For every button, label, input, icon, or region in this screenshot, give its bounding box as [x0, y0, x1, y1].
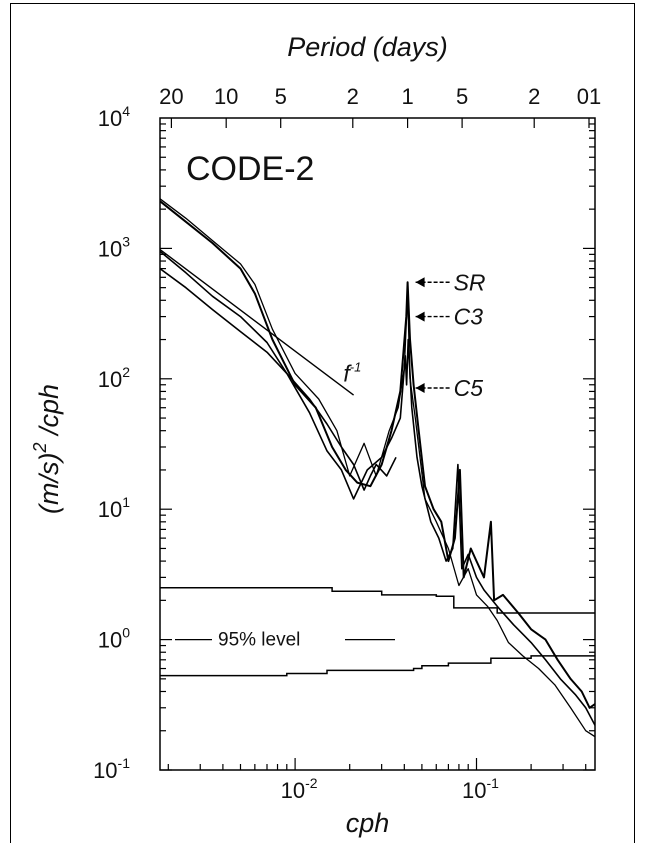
confidence-label: 95% level — [218, 630, 300, 651]
y-tick-label: 100 — [98, 625, 130, 653]
top-axis-title: Period (days) — [287, 32, 448, 62]
series-line-c5 — [160, 250, 595, 726]
plot-frame — [159, 117, 596, 771]
top-tick-label: 1 — [401, 84, 413, 109]
top-tick-label: 20 — [159, 84, 183, 109]
confidence-lower-line — [160, 655, 595, 677]
annotation-arrowhead — [415, 277, 425, 288]
top-tick-label: 2 — [528, 84, 540, 109]
top-tick-label: 5 — [456, 84, 468, 109]
x-tick-label: 10-1 — [462, 775, 499, 803]
top-tick-label: 01 — [577, 84, 601, 109]
annotation-label: SR — [454, 269, 486, 295]
series-line-c3 — [160, 200, 595, 709]
y-tick-label: 101 — [98, 494, 130, 522]
x-axis-title: cph — [346, 808, 390, 838]
annotation-label: C5 — [454, 375, 484, 401]
annotation-label: C3 — [454, 304, 484, 330]
series-line-f-1-reference — [160, 248, 355, 396]
annotation-arrowhead — [415, 383, 425, 394]
figure-frame — [10, 3, 635, 843]
y-tick-label: 102 — [98, 364, 130, 392]
y-tick-label: 103 — [98, 233, 130, 261]
confidence-upper-line — [160, 586, 595, 614]
y-axis-title: (m/s)2 /cph — [30, 384, 64, 514]
f-inverse-label: f-1 — [343, 359, 361, 386]
y-tick-label: 10-1 — [93, 755, 130, 783]
annotation-arrowhead — [415, 311, 425, 322]
y-tick-label: 104 — [98, 103, 130, 131]
top-tick-label: 10 — [214, 84, 238, 109]
top-tick-label: 2 — [347, 84, 359, 109]
series-line-sr — [160, 198, 595, 738]
x-tick-label: 10-2 — [281, 775, 318, 803]
top-tick-label: 5 — [275, 84, 287, 109]
series-line-unlabeled-3 — [160, 267, 397, 491]
chart-title: CODE-2 — [186, 150, 314, 188]
